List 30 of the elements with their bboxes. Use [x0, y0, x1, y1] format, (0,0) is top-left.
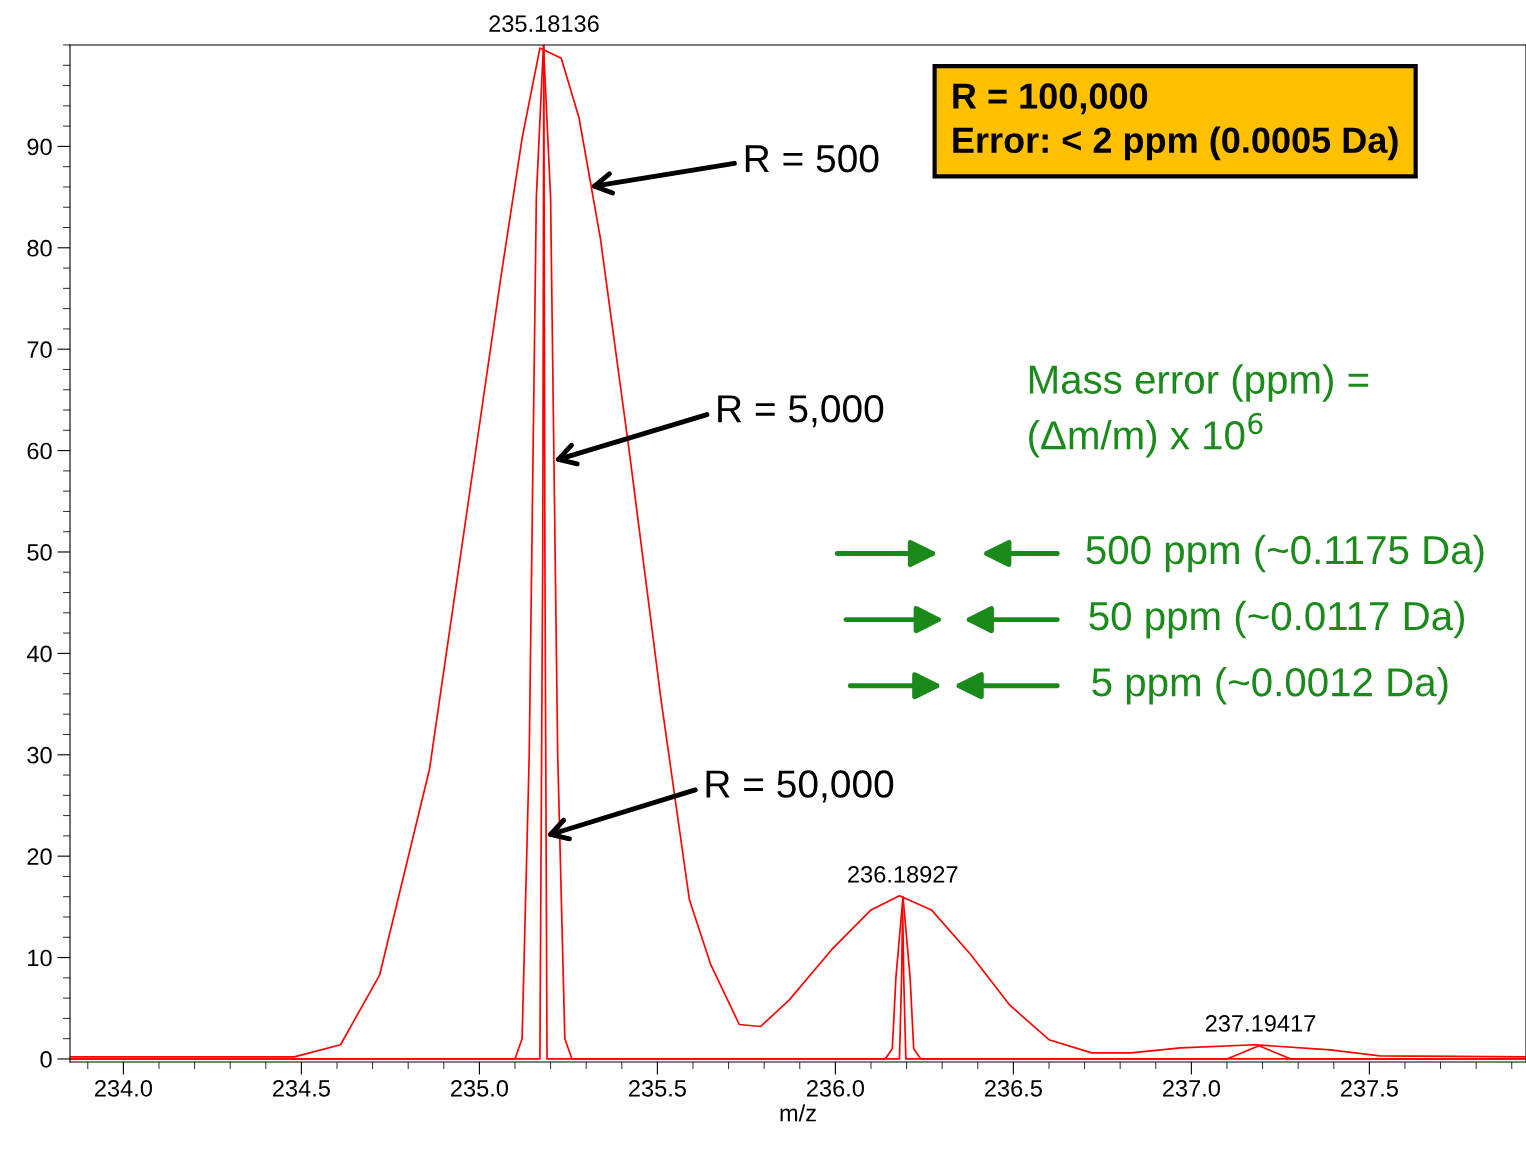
- y-tick-label: 0: [40, 1051, 52, 1068]
- x-tick-label: 236.5: [985, 1079, 1042, 1097]
- annotation: 500 ppm (~0.1175 Da): [1086, 534, 1484, 573]
- x-tick-label: 235.0: [451, 1079, 509, 1097]
- annotation: 237.19417: [1205, 1015, 1316, 1032]
- y-tick-label: 20: [27, 848, 52, 865]
- annotation: R = 100,000 Error: < 2 ppm (0.0005 Da): [953, 83, 1398, 161]
- x-tick-label: 234.0: [95, 1079, 153, 1097]
- x-axis-title: m/z: [780, 1104, 816, 1122]
- annotation: 50 ppm (~0.0117 Da): [1089, 600, 1465, 639]
- annotation: 235.18136: [489, 15, 599, 32]
- y-tick-label: 40: [26, 645, 52, 663]
- annotation: R = 500: [745, 144, 879, 173]
- annotation: R = 5,000: [718, 395, 884, 428]
- x-tick-label: 237.0: [1163, 1079, 1220, 1097]
- annotation: R = 50,000: [706, 770, 894, 803]
- y-tick-label: 50: [27, 544, 52, 561]
- x-tick-label: 237.5: [1341, 1079, 1398, 1097]
- x-tick-label: 235.5: [629, 1079, 686, 1097]
- x-tick-label: 236.0: [807, 1079, 864, 1097]
- annotation: 236.18927: [848, 865, 958, 883]
- y-tick-label: 90: [27, 138, 52, 156]
- y-tick-label: 60: [27, 442, 52, 460]
- annotation: Mass error (ppm) = (Δm/m) x 10$^{6}$: [1029, 364, 1369, 458]
- y-tick-label: 70: [27, 341, 52, 358]
- annotation: 5 ppm (~0.0012 Da): [1092, 666, 1448, 705]
- y-tick-label: 80: [27, 239, 52, 257]
- y-tick-label: 30: [27, 746, 52, 764]
- y-tick-label: 10: [28, 949, 52, 967]
- x-tick-label: 234.5: [273, 1079, 330, 1097]
